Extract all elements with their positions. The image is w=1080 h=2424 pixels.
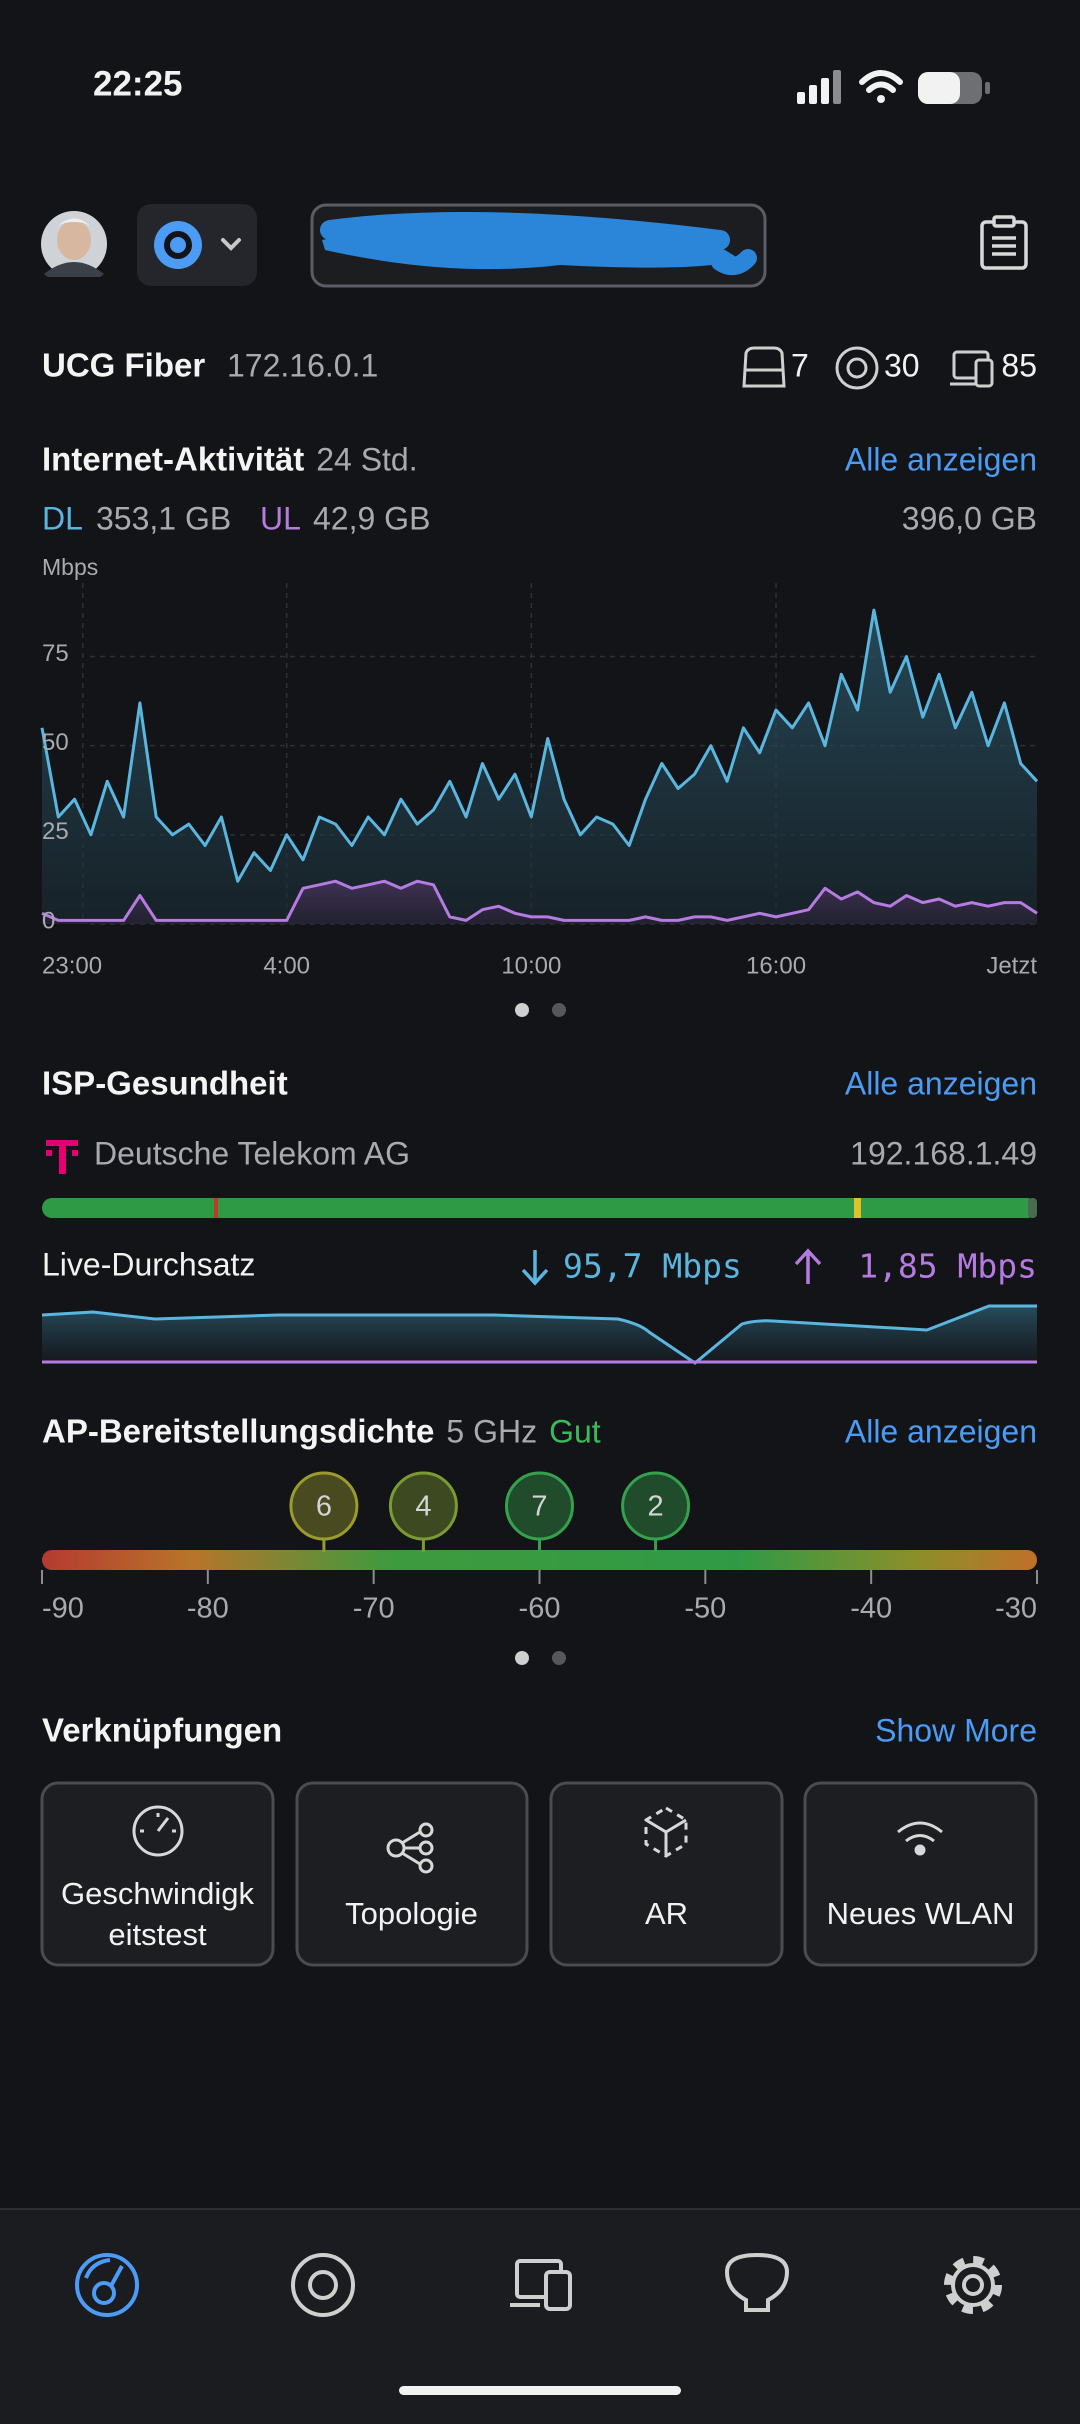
section-title: ISP-Gesundheit [42,1065,288,1102]
site-switcher[interactable] [137,204,257,286]
ap-count: 30 [884,347,920,383]
section-title: Internet-Aktivität [42,441,304,478]
tick-label: -60 [519,1593,561,1625]
section-title: AP-Bereitstellungsdichte [42,1413,434,1450]
tile[interactable] [549,1781,784,1967]
density-scale: -90 -80 -70 -60 -50 -40 -30 6 4 7 2 [41,1471,1038,1625]
series-area [42,610,1037,924]
tab-settings[interactable] [944,2256,1002,2314]
y-tick-label: 25 [42,818,69,845]
series-line [40,608,1039,883]
ap-marker [505,1471,574,1541]
home-indicator [399,2386,681,2395]
tick-label: -30 [995,1593,1037,1625]
tile-label: Geschwindigkeitstest [61,1876,254,1952]
ap-count: 4 [415,1491,431,1523]
site-dropdown[interactable] [310,203,767,288]
tick-label: -80 [187,1593,229,1625]
section-title: Verknüpfungen [42,1712,282,1749]
ap-icon [835,346,879,390]
legend-ul: UL [260,500,301,536]
y-tick-label: 50 [42,729,69,756]
period: 24 Std. [316,441,417,477]
tile-label: AR [644,1896,689,1931]
link[interactable]: Alle anzeigen [845,441,1037,477]
provider: Deutsche Telekom AG [94,1135,410,1171]
ap-marker [289,1471,359,1541]
wan-ip: 192.168.1.49 [850,1135,1037,1171]
gateway-name: UCG Fiber [42,347,205,384]
tab-devices[interactable] [291,2253,355,2317]
ul-total: 42,9 GB [313,500,430,536]
clipboard-icon[interactable] [980,215,1028,270]
x-tick-label: 23:00 [42,952,102,979]
ap-count: 7 [531,1491,547,1523]
status-time: 22:25 [93,64,183,103]
shortcut-tiles [40,1781,1038,1967]
legend-dl: DL [42,500,83,536]
y-tick-label: 0 [42,907,55,934]
activity-chart: 0 25 50 75 23:00 4:00 10:00 16:00 Jetzt [40,583,1039,979]
rating: Gut [549,1413,601,1449]
client-count: 85 [1001,347,1037,383]
client-icon [950,350,994,388]
device-icon [742,346,786,388]
tile[interactable] [295,1781,529,1967]
link[interactable]: Show More [875,1712,1037,1748]
tile-icons [132,1805,943,1874]
health-bar [42,1198,1037,1218]
tile-label: Neues WLAN [826,1896,1015,1931]
gateway-ip: 172.16.0.1 [227,347,378,383]
page-dot[interactable] [552,1651,566,1665]
signal-icon [797,70,841,104]
x-tick-label: 16:00 [746,952,806,979]
series-line [41,879,1038,922]
down-arrow [521,1250,549,1286]
live-chart [41,1304,1037,1365]
wifi-icon [859,70,903,103]
device-count: 7 [791,347,809,383]
y-tick-label: 75 [42,640,69,667]
tab-insights[interactable] [724,2252,790,2312]
tile[interactable] [40,1781,275,1967]
tick-label: -70 [353,1593,395,1625]
x-tick-label: Jetzt [986,952,1037,979]
ap-marker [621,1471,691,1541]
tick-label: -50 [684,1593,726,1625]
link[interactable]: Alle anzeigen [845,1413,1037,1449]
rssi-bar [42,1550,1037,1570]
x-tick-label: 10:00 [501,952,561,979]
page-dot[interactable] [515,1651,529,1665]
page-dot[interactable] [515,1003,529,1017]
tab-dashboard[interactable] [75,2253,139,2317]
band: 5 GHz [446,1413,537,1449]
dl-total: 353,1 GB [96,500,231,536]
avatar[interactable] [41,211,107,277]
link[interactable]: Alle anzeigen [845,1065,1037,1101]
tick-label: -90 [42,1593,84,1625]
live-download: 95,7 Mbps [563,1247,742,1286]
x-tick-label: 4:00 [263,952,310,979]
tile[interactable] [803,1781,1038,1967]
tick-label: -40 [850,1593,892,1625]
live-upload: 1,85 Mbps [858,1247,1037,1286]
live-title: Live-Durchsatz [42,1246,255,1282]
telekom-logo [46,1140,78,1174]
y-axis-label: Mbps [42,554,98,580]
page-dot[interactable] [552,1003,566,1017]
tile-label: Topologie [345,1896,478,1931]
up-arrow [794,1248,822,1284]
tab-clients[interactable] [510,2259,572,2311]
ap-count: 6 [316,1491,332,1523]
ap-count: 2 [648,1491,664,1523]
battery-icon [918,72,990,104]
total: 396,0 GB [902,500,1037,536]
ap-marker [388,1471,458,1541]
